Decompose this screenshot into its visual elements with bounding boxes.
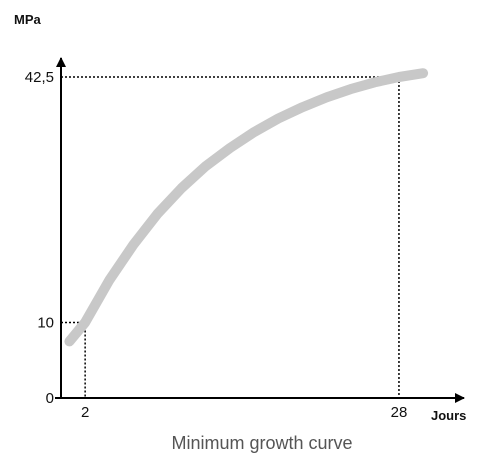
x-tick-label-1: 28 <box>391 404 408 421</box>
y-axis-label: MPa <box>14 12 42 27</box>
y-tick-label-1: 10 <box>37 314 54 331</box>
chart-caption: Minimum growth curve <box>171 433 352 453</box>
y-tick-label-0: 0 <box>46 390 54 407</box>
growth-curve <box>64 68 429 347</box>
x-tick-label-0: 2 <box>81 404 89 421</box>
y-tick-label-2: 42,5 <box>25 69 54 86</box>
x-axis-label: Jours <box>431 408 466 423</box>
